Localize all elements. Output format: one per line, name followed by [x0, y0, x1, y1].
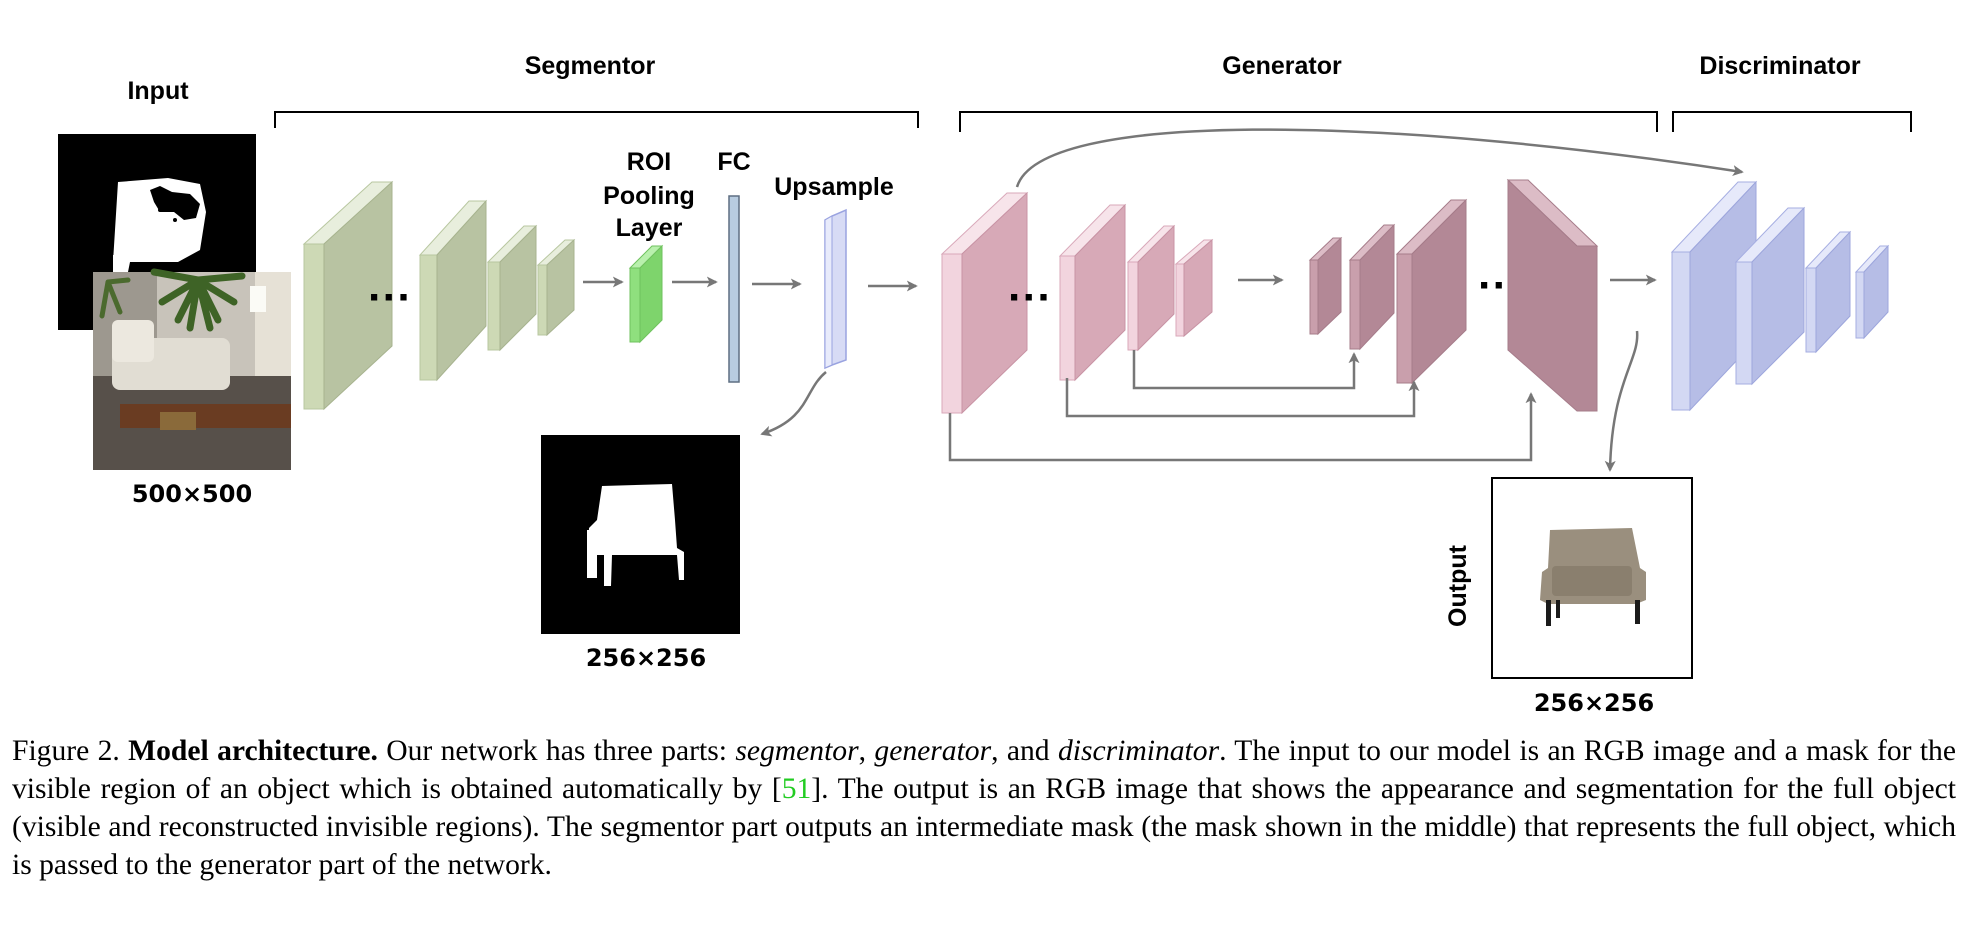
discriminator-block-2	[1734, 206, 1806, 386]
discriminator-label: Discriminator	[1699, 52, 1860, 80]
generator-bracket	[959, 111, 1658, 132]
generator-decoder-block-1	[1308, 236, 1343, 336]
intermediate-mask-image	[541, 435, 740, 634]
caption-generator: generator	[874, 735, 992, 767]
caption-text-1: Our network has three parts:	[386, 735, 727, 767]
segmentor-conv-block-4	[536, 238, 576, 337]
figure-caption: Figure 2. Model architecture. Our networ…	[12, 732, 1956, 884]
generator-decoder-block-2	[1348, 223, 1396, 351]
segmentor-label: Segmentor	[525, 52, 656, 80]
arrow-to-mask	[760, 371, 827, 437]
skip-connection-middle	[1065, 378, 1420, 418]
generator-encoder-block-1	[940, 191, 1029, 415]
discriminator-bracket	[1672, 111, 1912, 132]
arrow-generator-to-discriminator	[1015, 128, 1744, 188]
arrow-to-output	[1604, 330, 1639, 472]
fc-label: FC	[717, 148, 750, 176]
caption-text-2: ,	[858, 735, 867, 767]
skip-connection-inner	[1132, 350, 1360, 390]
caption-text-5: ]. The output is an RGB image that shows…	[12, 773, 1956, 881]
segmentor-bracket	[274, 111, 919, 128]
generator-ellipsis-1: ···	[1008, 273, 1052, 322]
mask-dimension: 256×256	[586, 644, 706, 672]
segmentor-conv-block-3	[486, 224, 538, 352]
roi-label-line2: Pooling	[603, 182, 695, 210]
caption-citation[interactable]: 51	[781, 773, 812, 805]
caption-text-3: , and	[991, 735, 1050, 767]
caption-title: Model architecture.	[128, 735, 378, 767]
segmentor-ellipsis: ···	[368, 273, 412, 322]
input-label: Input	[127, 77, 189, 105]
segmentor-conv-block-1	[302, 180, 394, 411]
roi-label-line1: ROI	[627, 148, 671, 176]
upsample-label: Upsample	[774, 173, 894, 201]
upsample-layer	[824, 208, 847, 370]
generator-label: Generator	[1222, 52, 1342, 80]
discriminator-block-4	[1854, 244, 1890, 340]
roi-label-line3: Layer	[616, 214, 683, 242]
caption-discriminator: discriminator	[1057, 735, 1220, 767]
input-dimension: 500×500	[132, 480, 252, 508]
caption-figure-number: Figure 2.	[12, 735, 120, 767]
output-dimension: 256×256	[1534, 689, 1654, 717]
caption-segmentor: segmentor	[735, 735, 859, 767]
roi-pooling-layer	[628, 244, 664, 344]
output-image	[1491, 477, 1693, 679]
input-rgb-image	[93, 268, 291, 470]
generator-decoder-block-3	[1395, 198, 1468, 385]
generator-decoder-block-4	[1506, 178, 1599, 412]
generator-encoder-block-3	[1126, 224, 1176, 352]
architecture-diagram: Segmentor Generator Discriminator Input …	[58, 52, 1912, 717]
segmentor-conv-block-2	[418, 199, 488, 382]
discriminator-block-3	[1804, 230, 1852, 354]
generator-encoder-block-2	[1058, 203, 1127, 382]
caption-text-4: . The input to our model is an RGB image…	[12, 735, 1956, 805]
generator-encoder-block-4	[1174, 238, 1214, 338]
fc-layer	[728, 195, 740, 383]
skip-connection-outer	[948, 392, 1537, 462]
output-label: Output	[1444, 544, 1472, 627]
